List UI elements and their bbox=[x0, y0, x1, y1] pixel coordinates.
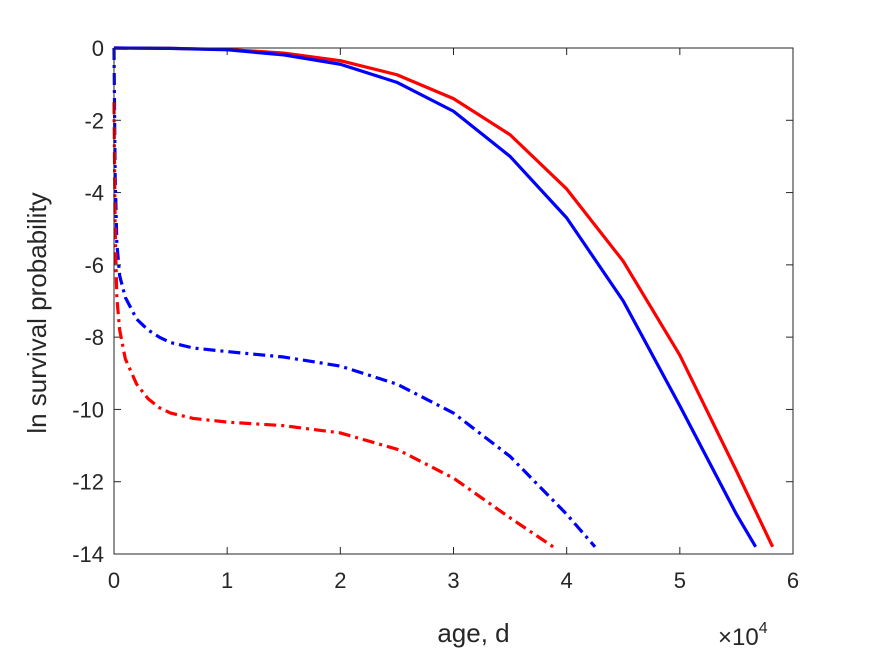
x-tick-label: 4 bbox=[561, 568, 573, 593]
solid-series-line-2 bbox=[113, 46, 758, 548]
plot-series bbox=[112, 46, 775, 549]
x-axis-title: age, d bbox=[437, 618, 509, 648]
x-axis-ticks: 0 1 2 3 4 5 6 bbox=[108, 48, 799, 593]
y-tick-label: -10 bbox=[72, 397, 104, 422]
y-tick-label: -4 bbox=[84, 181, 104, 206]
x-axis-multiplier-base: ×10 bbox=[718, 624, 759, 651]
x-axis-multiplier-exponent: 4 bbox=[759, 620, 768, 637]
dashdot-series-line-4 bbox=[112, 102, 554, 549]
y-tick-label: -14 bbox=[72, 542, 104, 567]
x-axis-multiplier: ×104 bbox=[718, 620, 768, 651]
y-axis-title: ln survival probability bbox=[22, 192, 52, 433]
x-tick-label: 5 bbox=[674, 568, 686, 593]
y-tick-label: -6 bbox=[84, 253, 104, 278]
dashdot-series-line-3 bbox=[112, 47, 597, 548]
x-tick-label: 0 bbox=[108, 568, 120, 593]
y-tick-label: 0 bbox=[92, 36, 104, 61]
x-tick-label: 3 bbox=[447, 568, 459, 593]
y-tick-label: -12 bbox=[72, 470, 104, 495]
y-tick-label: -2 bbox=[84, 108, 104, 133]
x-tick-label: 6 bbox=[787, 568, 799, 593]
plot-frame bbox=[113, 47, 794, 555]
x-tick-label: 1 bbox=[221, 568, 233, 593]
solid-series-line-1 bbox=[113, 46, 775, 548]
y-tick-label: -8 bbox=[84, 325, 104, 350]
x-tick-label: 2 bbox=[334, 568, 346, 593]
y-axis-ticks: 0 -2 -4 -6 -8 -10 -12 -14 bbox=[72, 36, 793, 567]
